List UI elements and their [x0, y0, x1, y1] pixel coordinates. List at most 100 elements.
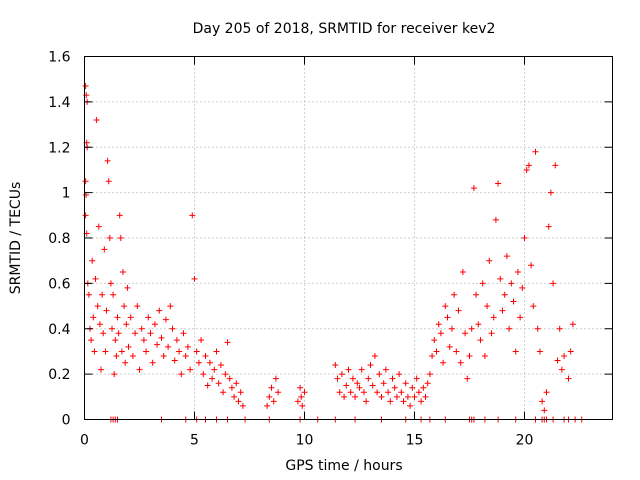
data-point: [109, 325, 115, 332]
data-point: [466, 352, 473, 359]
data-point: [106, 235, 113, 241]
data-point: [129, 352, 136, 359]
data-point: [125, 343, 132, 350]
data-point: [569, 321, 576, 328]
data-point: [136, 366, 143, 373]
data-point: [171, 357, 178, 364]
data-point: [338, 371, 345, 378]
data-point: [429, 352, 436, 359]
data-point: [468, 325, 475, 332]
data-point: [444, 314, 451, 321]
data-point: [224, 339, 231, 346]
y-tick-label: 0.2: [48, 367, 70, 383]
data-point: [209, 375, 216, 382]
data-point: [459, 269, 466, 276]
data-point: [198, 337, 205, 344]
y-tick-label: 1.4: [48, 95, 70, 111]
data-point: [433, 348, 440, 355]
y-tick-label: 0.4: [48, 322, 70, 338]
data-point: [298, 393, 305, 400]
data-point: [231, 393, 238, 400]
data-point: [143, 348, 150, 355]
data-point: [365, 375, 372, 382]
data-point: [132, 330, 139, 337]
data-point: [400, 398, 407, 405]
data-point: [213, 348, 220, 355]
data-point: [154, 341, 161, 348]
data-point: [226, 375, 233, 382]
data-point: [411, 393, 418, 400]
data-point: [514, 269, 521, 276]
axis-ticks: 0 0.2 0.4 0.6 0.8 1 1.2 1.4 1.6 0 5 10 15 20: [48, 50, 613, 449]
data-point: [233, 380, 240, 387]
data-point: [147, 330, 154, 337]
data-point: [222, 371, 229, 378]
data-point: [268, 384, 275, 391]
grid: [84, 56, 613, 420]
data-point: [211, 366, 218, 373]
data-point: [470, 185, 477, 192]
data-point: [455, 307, 462, 314]
data-point: [332, 362, 339, 369]
data-point: [457, 359, 464, 366]
data-point: [473, 291, 480, 298]
data-point: [354, 380, 361, 387]
data-point: [462, 330, 469, 337]
data-point: [488, 330, 495, 337]
data-point: [517, 314, 524, 321]
data-point: [424, 380, 431, 387]
data-point: [539, 398, 546, 405]
x-tick-label: 15: [406, 433, 424, 449]
data-point: [217, 362, 224, 369]
data-point: [543, 389, 550, 396]
data-point: [107, 280, 114, 287]
data-point: [167, 303, 174, 310]
data-point: [202, 352, 209, 359]
data-point: [118, 348, 125, 355]
data-point: [490, 314, 497, 321]
data-point: [178, 371, 185, 378]
data-point: [341, 393, 348, 400]
data-point: [156, 307, 163, 314]
data-point: [96, 321, 103, 328]
data-point: [512, 348, 519, 355]
data-point: [297, 384, 304, 391]
data-point: [182, 352, 189, 359]
data-point: [347, 389, 354, 396]
data-point: [270, 398, 277, 405]
data-point: [180, 330, 187, 337]
data-point: [294, 398, 301, 405]
data-point: [102, 348, 109, 355]
data-point: [120, 269, 126, 276]
data-point: [105, 178, 112, 185]
data-point: [486, 257, 493, 264]
data-point: [360, 389, 367, 396]
data-point: [206, 359, 213, 366]
data-point: [396, 371, 403, 378]
data-point: [393, 393, 400, 400]
y-tick-label: 0: [62, 413, 71, 429]
data-point: [103, 307, 110, 314]
data-point: [193, 348, 200, 355]
data-point: [343, 382, 350, 389]
data-point: [519, 284, 526, 291]
data-point: [121, 303, 128, 310]
data-point: [92, 275, 99, 282]
data-point: [534, 325, 541, 332]
data-point: [380, 380, 387, 387]
data-point: [356, 384, 363, 391]
data-point: [111, 371, 118, 378]
data-point: [165, 343, 172, 350]
data-point: [266, 393, 273, 400]
data-point: [173, 337, 180, 344]
data-point: [503, 253, 510, 260]
data-point: [541, 407, 548, 414]
data-point: [124, 284, 131, 291]
data-point: [387, 398, 394, 405]
data-point: [506, 325, 513, 332]
data-point: [85, 291, 92, 298]
data-point: [363, 398, 370, 405]
data-point: [391, 384, 398, 391]
data-point: [345, 366, 352, 373]
data-point: [550, 280, 557, 287]
